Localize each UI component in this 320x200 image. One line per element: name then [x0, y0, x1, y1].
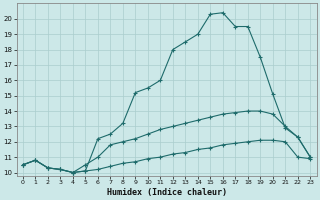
X-axis label: Humidex (Indice chaleur): Humidex (Indice chaleur) — [107, 188, 227, 197]
